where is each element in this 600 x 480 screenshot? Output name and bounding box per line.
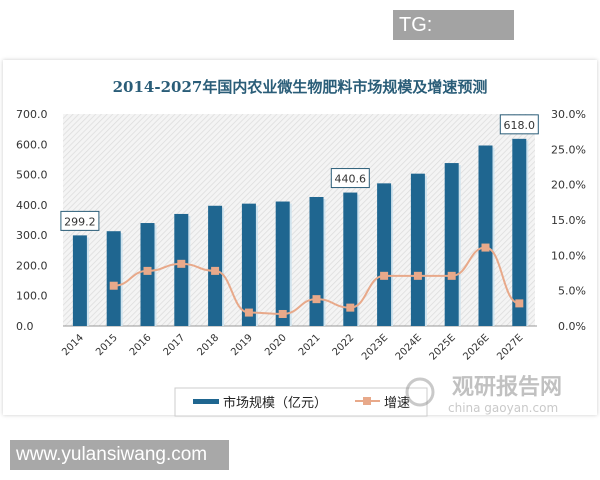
bar-2022 bbox=[343, 192, 358, 326]
x-tick: 2024E bbox=[394, 332, 424, 362]
legend-line-marker bbox=[363, 397, 371, 405]
y-left-tick: 100.0 bbox=[16, 290, 48, 303]
bar-2024E bbox=[410, 173, 425, 326]
logo-watermark: 观研报告网 china gaoyan.com bbox=[405, 375, 562, 415]
growth-point-2022 bbox=[346, 303, 355, 312]
x-tick: 2027E bbox=[495, 332, 525, 362]
growth-point-2018 bbox=[211, 266, 220, 275]
data-label-box bbox=[60, 210, 100, 231]
legend-bar-label: 市场规模（亿元） bbox=[223, 395, 327, 411]
x-tick: 2017 bbox=[162, 332, 188, 358]
data-label: 299.2 bbox=[64, 215, 96, 228]
data-label-box bbox=[330, 168, 370, 189]
y-right-tick: 5.0% bbox=[558, 285, 586, 298]
y-right-tick: 10.0% bbox=[551, 249, 586, 262]
growth-point-2026E bbox=[481, 243, 490, 252]
bar-2026E bbox=[478, 145, 493, 326]
x-tick: 2021 bbox=[297, 332, 323, 358]
y-left-tick: 200.0 bbox=[16, 259, 48, 272]
growth-point-2024E bbox=[413, 271, 422, 280]
watermark-bottom: www.yulansiwang.com bbox=[10, 440, 229, 470]
y-left-tick: 500.0 bbox=[16, 169, 48, 182]
legend-bar-swatch bbox=[193, 399, 219, 404]
x-tick: 2016 bbox=[128, 332, 154, 358]
y-left-tick: 300.0 bbox=[16, 229, 48, 242]
legend: 市场规模（亿元） 增速 bbox=[174, 387, 428, 417]
growth-point-2016 bbox=[143, 266, 152, 275]
chart-title: 2014-2027年国内农业微生物肥料市场规模及增速预测 bbox=[113, 78, 488, 96]
growth-point-2017 bbox=[177, 259, 186, 268]
x-tick: 2019 bbox=[229, 332, 255, 358]
bar-2018 bbox=[208, 205, 223, 326]
x-tick: 2025E bbox=[428, 332, 458, 362]
logo-sub: china gaoyan.com bbox=[448, 401, 558, 415]
y-left-tick: 400.0 bbox=[16, 199, 48, 212]
bar-2014 bbox=[72, 235, 87, 326]
x-tick: 2015 bbox=[94, 332, 120, 358]
bar-2027E bbox=[512, 138, 527, 326]
x-tick: 2014 bbox=[60, 332, 86, 358]
legend-line-label: 增速 bbox=[384, 396, 410, 411]
y-right-tick: 0.0% bbox=[558, 320, 586, 333]
bar-2019 bbox=[241, 203, 256, 326]
bar-2017 bbox=[174, 213, 189, 326]
x-tick: 2022 bbox=[331, 332, 357, 358]
y-right-tick: 25.0% bbox=[551, 143, 586, 156]
data-label: 618.0 bbox=[504, 119, 536, 132]
growth-point-2021 bbox=[312, 295, 321, 304]
x-tick: 2026E bbox=[461, 332, 491, 362]
growth-point-2019 bbox=[244, 308, 253, 317]
x-tick: 2023E bbox=[360, 332, 390, 362]
growth-point-2027E bbox=[515, 299, 524, 308]
bar-2020 bbox=[275, 201, 290, 326]
y-left-tick: 600.0 bbox=[16, 138, 48, 151]
growth-point-2015 bbox=[109, 281, 118, 290]
bar-2021 bbox=[309, 196, 324, 326]
growth-point-2020 bbox=[278, 309, 287, 318]
growth-point-2023E bbox=[380, 271, 389, 280]
growth-point-2025E bbox=[447, 271, 456, 280]
y-left-tick: 700.0 bbox=[16, 108, 48, 121]
data-label: 440.6 bbox=[335, 173, 367, 186]
data-label-box bbox=[499, 114, 539, 135]
x-tick: 2020 bbox=[263, 332, 289, 358]
bar-2015 bbox=[106, 231, 121, 326]
y-right-tick: 30.0% bbox=[551, 108, 586, 121]
y-right-tick: 15.0% bbox=[551, 214, 586, 227]
plot-area bbox=[63, 114, 535, 326]
x-tick: 2018 bbox=[195, 332, 221, 358]
y-left-tick: 0.0 bbox=[16, 320, 34, 333]
logo-text: 观研报告网 bbox=[452, 375, 562, 400]
y-right-tick: 20.0% bbox=[551, 179, 586, 192]
bar-2025E bbox=[444, 163, 459, 326]
bar-2023E bbox=[377, 183, 392, 326]
